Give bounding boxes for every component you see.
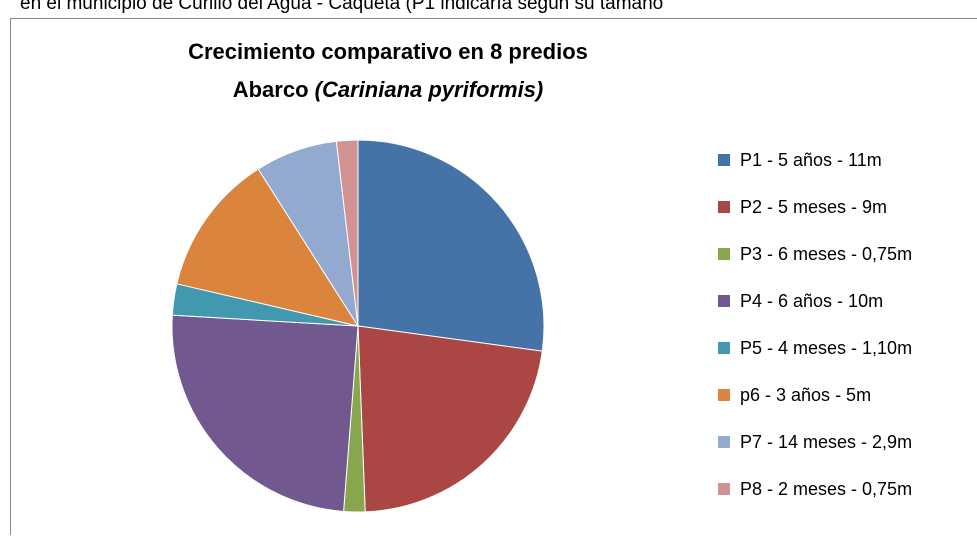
legend-label: P5 - 4 meses - 1,10m: [740, 338, 912, 358]
legend-label: P2 - 5 meses - 9m: [740, 197, 887, 217]
legend-swatch: [718, 342, 730, 354]
subtitle-text: Abarco: [233, 77, 309, 102]
subtitle-italic: (Cariniana pyriformis): [315, 77, 544, 102]
legend-label: P1 - 5 años - 11m: [740, 150, 882, 170]
caption: en el municipio de Curillo del Agua - Ca…: [20, 0, 663, 14]
legend-swatch: [718, 389, 730, 401]
legend-label: P3 - 6 meses - 0,75m: [740, 244, 912, 264]
legend-label: P4 - 6 años - 10m: [740, 291, 883, 311]
legend-label: p6 - 3 años - 5m: [740, 385, 871, 405]
legend-swatch: [718, 483, 730, 495]
pie: [172, 140, 544, 512]
legend-swatch: [718, 436, 730, 448]
legend-swatch: [718, 248, 730, 260]
legend-swatch: [718, 154, 730, 166]
chart-title: Crecimiento comparativo en 8 predios: [188, 39, 588, 64]
chart-subtitle: Abarco (Cariniana pyriformis): [233, 77, 544, 102]
legend-label: P7 - 14 meses - 2,9m: [740, 432, 912, 452]
legend-label: P8 - 2 meses - 0,75m: [740, 479, 912, 499]
legend-swatch: [718, 295, 730, 307]
legend-swatch: [718, 201, 730, 213]
